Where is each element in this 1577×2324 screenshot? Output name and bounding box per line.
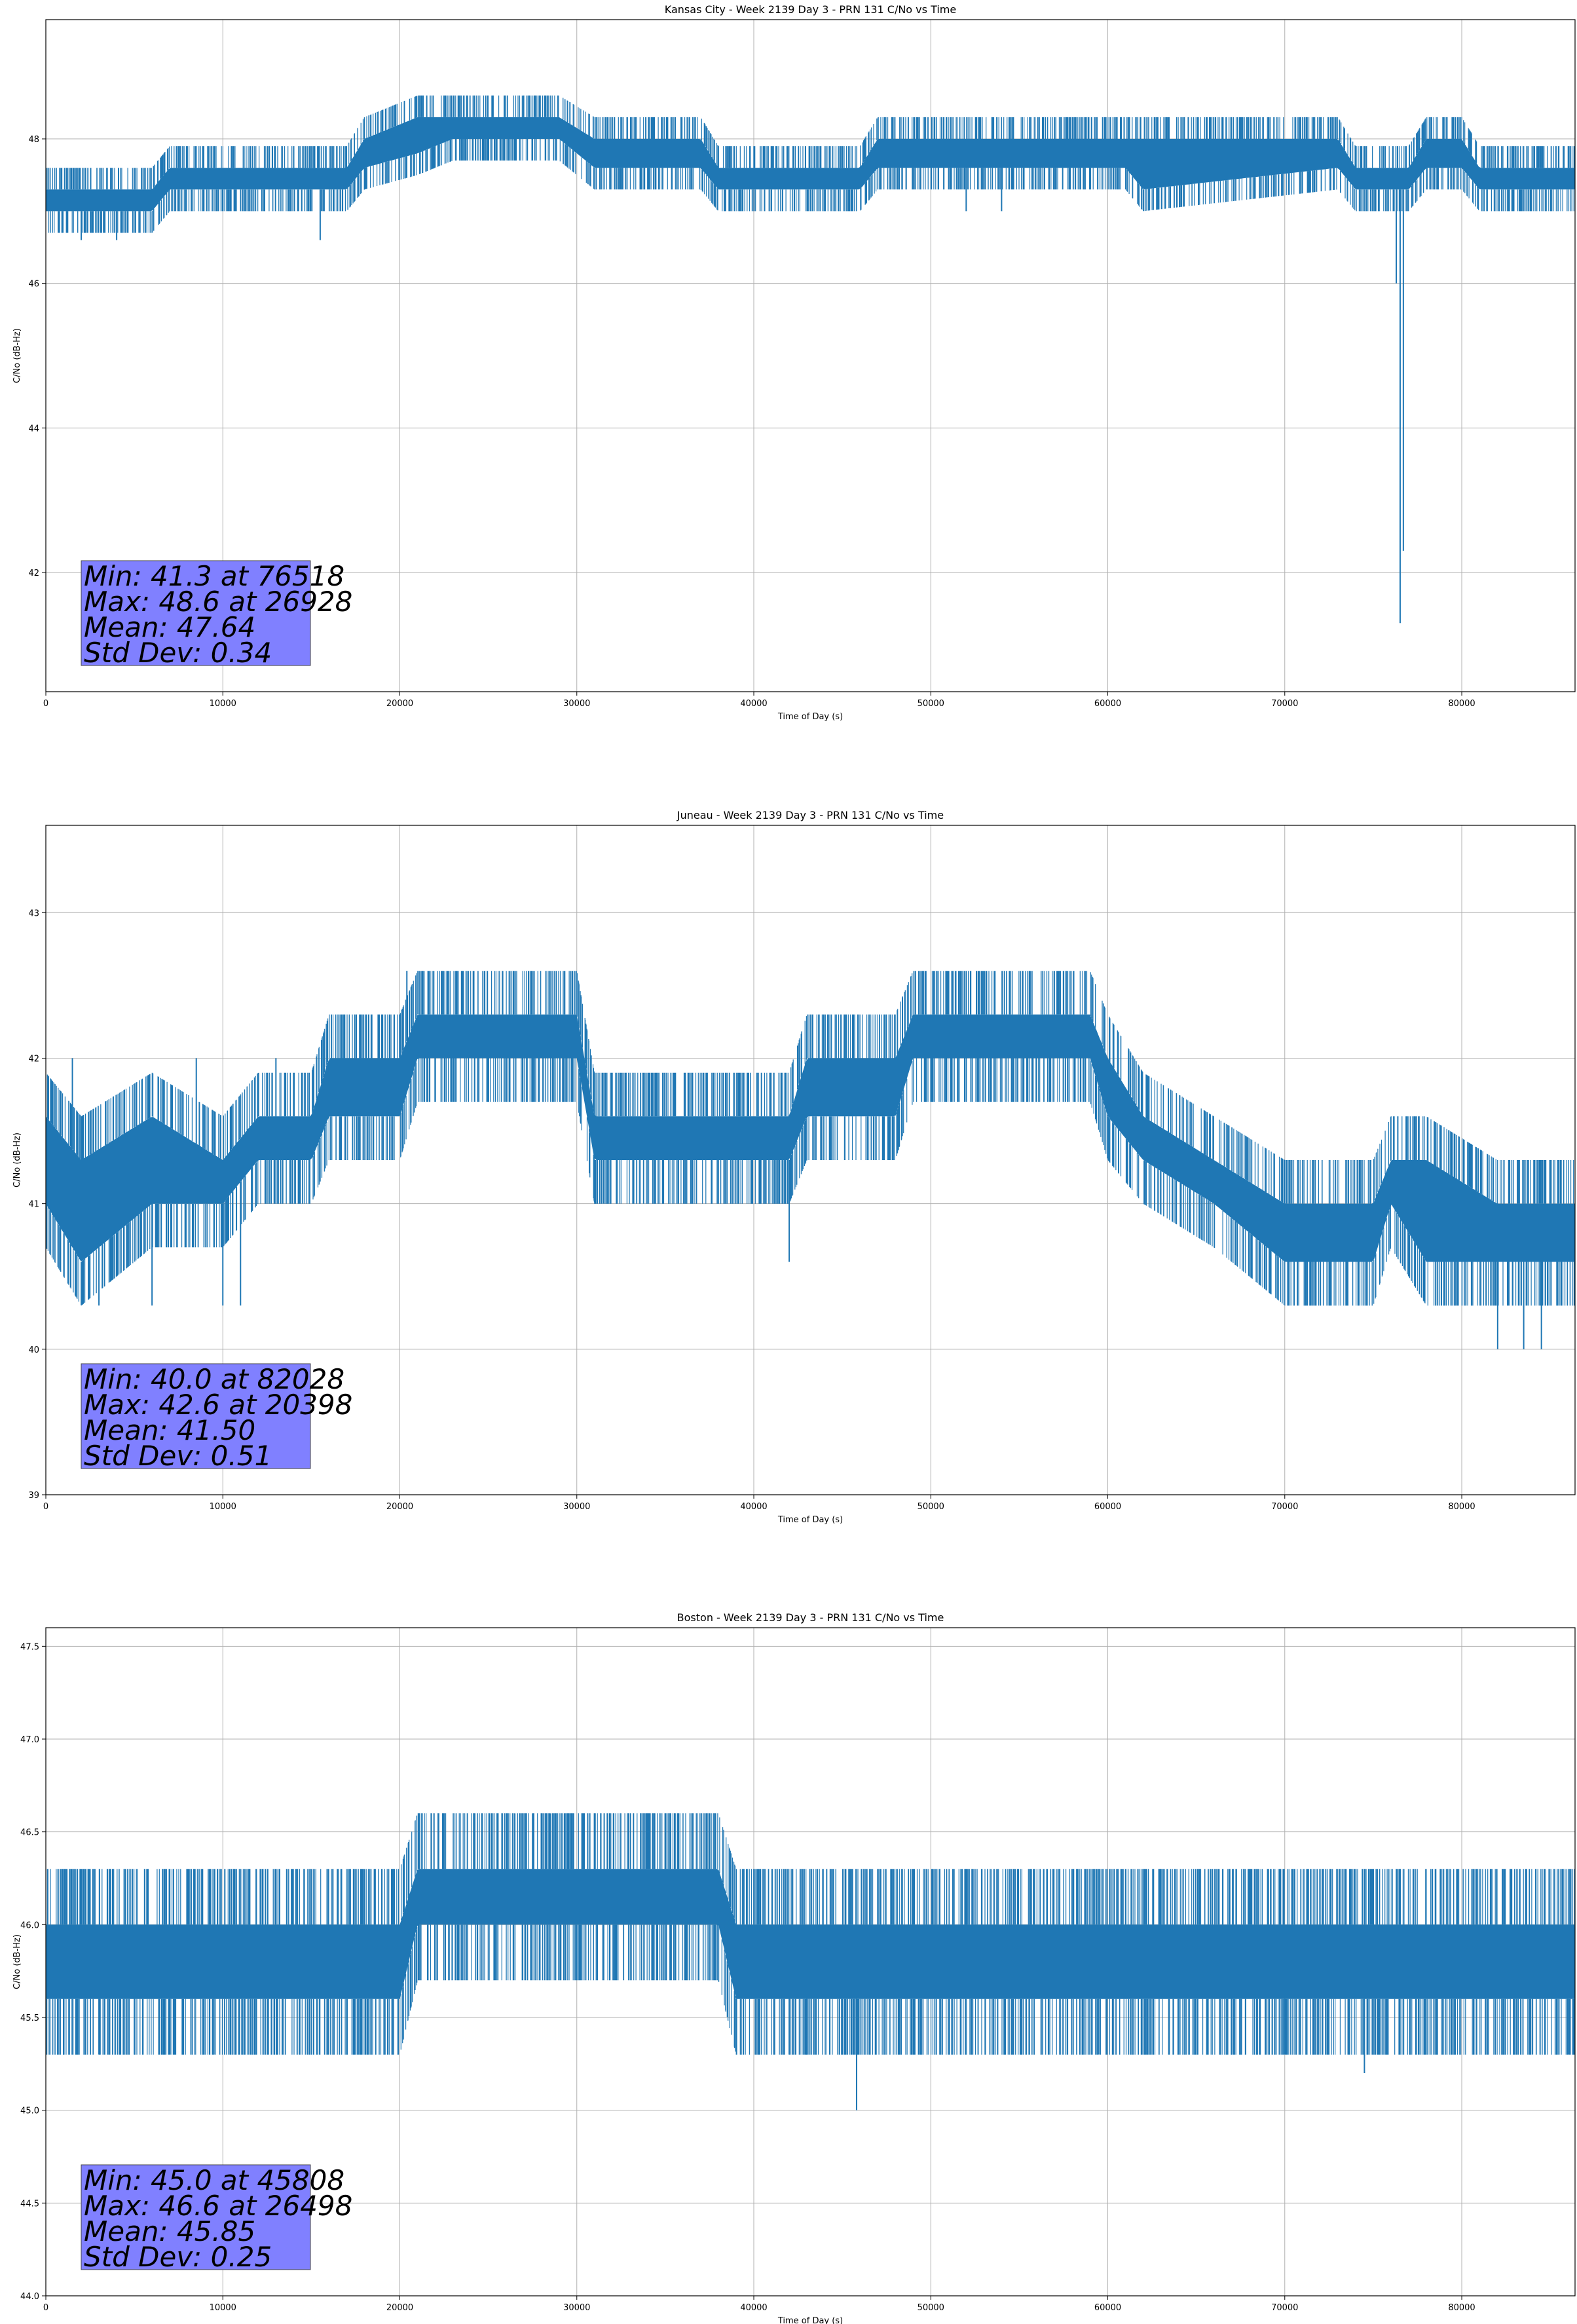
x-tick-label: 40000 [740,699,767,709]
y-tick-label: 46.0 [20,1921,39,1930]
chart-title: Boston - Week 2139 Day 3 - PRN 131 C/No … [677,1611,944,1624]
x-tick-label: 50000 [918,2303,944,2313]
y-tick-label: 40 [28,1345,39,1355]
x-tick-label: 20000 [386,2303,413,2313]
x-tick-label: 10000 [210,2303,236,2313]
x-tick-label: 80000 [1448,1502,1475,1512]
axes-frame [45,1627,1576,2296]
x-tick-label: 0 [43,699,48,709]
data-series [46,1813,1575,2110]
chart-panels: 0 10000 20000 30000 40000 50000 60000 70000 8000… [12,3,1576,2324]
x-tick-label: 30000 [563,1502,590,1512]
y-tick-label: 47.5 [20,1642,39,1652]
x-axis-label: Time of Day (s) [777,712,843,722]
stats-box [81,2164,311,2270]
x-axis-label: Time of Day (s) [777,2316,843,2324]
stats-line: Min: 41.3 at 76518 [84,560,344,592]
x-tick-label: 30000 [563,2303,590,2313]
x-tick-label: 50000 [918,1502,944,1512]
chart-panel-3: 0 10000 20000 30000 40000 50000 60000 70000 8000… [12,1611,1576,2324]
stats-line: Std Dev: 0.25 [84,2241,272,2273]
data-band [46,1869,1575,1999]
data-noise [46,1813,1575,2055]
data-band [46,117,1575,212]
axes-frame [45,825,1576,1495]
x-axis-label: Time of Day (s) [777,1515,843,1525]
x-tick-label: 60000 [1094,1502,1121,1512]
x-tick-label: 30000 [563,699,590,709]
x-tick-label: 60000 [1094,699,1121,709]
y-tick-label: 48 [28,135,39,145]
y-tick-label: 41 [28,1200,39,1210]
x-tick-label: 70000 [1271,1502,1298,1512]
x-tick-label: 0 [43,1502,48,1512]
chart-panel-2: 0 10000 20000 30000 40000 50000 60000 70000 8000… [12,809,1576,1525]
x-tick-label: 80000 [1448,699,1475,709]
y-tick-label: 43 [28,909,39,918]
data-noise [46,971,1575,1306]
x-tick-label: 80000 [1448,2303,1475,2313]
axes-frame [45,19,1576,692]
x-tick-label: 50000 [918,699,944,709]
y-tick-label: 39 [28,1491,39,1501]
y-axis-label: C/No (dB-Hz) [12,328,22,383]
stats-line: Max: 48.6 at 26928 [84,586,352,618]
y-tick-label: 44.0 [20,2292,39,2302]
x-tick-label: 20000 [386,699,413,709]
stats-box [81,560,311,666]
stats-line: Mean: 45.85 [84,2215,255,2247]
chart-title: Kansas City - Week 2139 Day 3 - PRN 131 … [665,3,956,16]
chart-panel-1: 0 10000 20000 30000 40000 50000 60000 70000 8000… [12,3,1576,722]
x-tick-label: 0 [43,2303,48,2313]
x-tick-label: 40000 [740,2303,767,2313]
data-series [46,95,1575,624]
stats-box [81,1363,311,1469]
y-tick-label: 44 [28,424,39,434]
y-tick-label: 42 [28,1054,39,1064]
x-tick-label: 70000 [1271,2303,1298,2313]
data-noise [46,95,1575,233]
y-tick-label: 45.0 [20,2107,39,2116]
x-tick-label: 60000 [1094,2303,1121,2313]
y-axis-label: C/No (dB-Hz) [12,1133,22,1188]
stats-line: Min: 45.0 at 45808 [84,2164,344,2196]
data-band [46,1014,1575,1262]
x-tick-label: 70000 [1271,699,1298,709]
y-tick-label: 42 [28,569,39,578]
stats-line: Std Dev: 0.34 [84,637,272,669]
y-tick-label: 44.5 [20,2199,39,2209]
y-tick-label: 47.0 [20,1735,39,1745]
data-series [46,971,1575,1349]
x-tick-label: 20000 [386,1502,413,1512]
y-tick-label: 45.5 [20,2014,39,2023]
stats-line: Mean: 47.64 [84,611,255,643]
chart-title: Juneau - Week 2139 Day 3 - PRN 131 C/No … [677,809,944,821]
x-tick-label: 40000 [740,1502,767,1512]
stats-line: Std Dev: 0.51 [84,1440,272,1472]
x-tick-label: 10000 [210,699,236,709]
y-axis-label: C/No (dB-Hz) [12,1934,22,1989]
y-tick-label: 46 [28,280,39,290]
x-tick-label: 10000 [210,1502,236,1512]
stats-line: Max: 42.6 at 20398 [84,1389,352,1421]
y-tick-label: 46.5 [20,1828,39,1838]
stats-line: Mean: 41.50 [84,1414,255,1446]
stats-line: Min: 40.0 at 82028 [84,1363,344,1395]
stats-line: Max: 46.6 at 26498 [84,2190,352,2222]
